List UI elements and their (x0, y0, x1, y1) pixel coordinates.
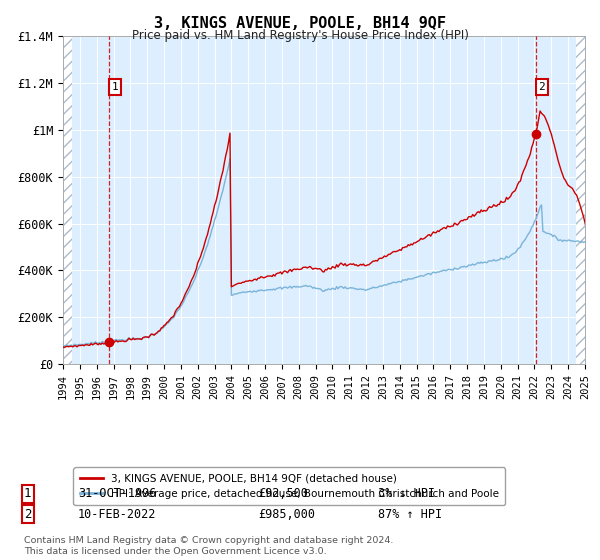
Text: Price paid vs. HM Land Registry's House Price Index (HPI): Price paid vs. HM Land Registry's House … (131, 29, 469, 42)
Text: Contains HM Land Registry data © Crown copyright and database right 2024.
This d: Contains HM Land Registry data © Crown c… (24, 536, 394, 556)
Text: £92,500: £92,500 (258, 487, 308, 501)
Text: 10-FEB-2022: 10-FEB-2022 (78, 507, 157, 521)
Text: 1: 1 (24, 487, 32, 501)
Text: £985,000: £985,000 (258, 507, 315, 521)
Bar (576, 36, 585, 364)
Text: 2: 2 (24, 507, 32, 521)
Text: 3, KINGS AVENUE, POOLE, BH14 9QF: 3, KINGS AVENUE, POOLE, BH14 9QF (154, 16, 446, 31)
Text: 2: 2 (538, 82, 545, 92)
Text: 31-OCT-1996: 31-OCT-1996 (78, 487, 157, 501)
Bar (63, 36, 72, 364)
Legend: 3, KINGS AVENUE, POOLE, BH14 9QF (detached house), HPI: Average price, detached : 3, KINGS AVENUE, POOLE, BH14 9QF (detach… (73, 468, 505, 505)
Text: 3% ↓ HPI: 3% ↓ HPI (378, 487, 435, 501)
Text: 1: 1 (112, 82, 119, 92)
Text: 87% ↑ HPI: 87% ↑ HPI (378, 507, 442, 521)
